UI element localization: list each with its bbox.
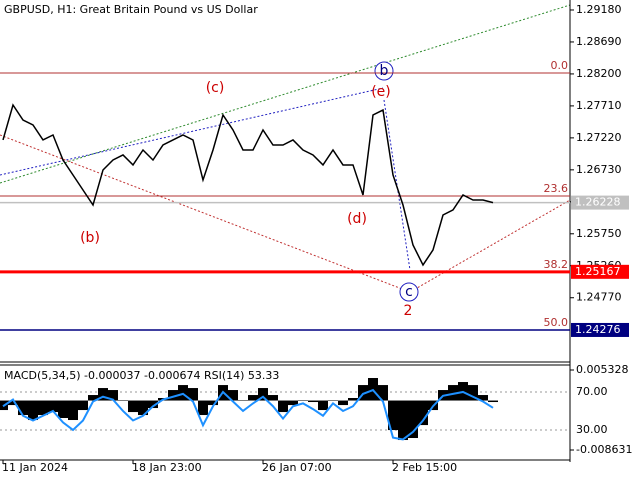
y-tick-label: 1.25750 [576, 227, 622, 240]
histogram-bar [388, 400, 398, 431]
chart-title: GBPUSD, H1: Great Britain Pound vs US Do… [4, 3, 258, 16]
wave-label: b [380, 63, 389, 79]
y-tick-label: 1.27220 [576, 131, 622, 144]
wave-label: (c) [206, 80, 225, 96]
y2-tick-label: 30.00 [576, 423, 608, 436]
price-label-box [571, 264, 629, 279]
histogram-bar [198, 400, 208, 416]
histogram-bar [328, 400, 338, 401]
price-label-box [571, 322, 629, 337]
wave-label: (b) [80, 230, 100, 246]
histogram-bar [378, 385, 388, 401]
histogram-bar [8, 400, 18, 406]
wave-circle [374, 61, 394, 81]
y-tick-label: 1.24770 [576, 291, 622, 304]
histogram-bar [208, 400, 218, 406]
y-tick-label: 1.28690 [576, 35, 622, 48]
histogram-bar [238, 400, 248, 401]
x-tick-label: 11 Jan 2024 [2, 461, 68, 474]
histogram-bar [248, 395, 258, 401]
price-line [2, 103, 494, 267]
y-tick-label: 1.27710 [576, 99, 622, 112]
histogram-bar [178, 385, 188, 401]
histogram-bar [338, 400, 348, 406]
histogram-bar [488, 400, 498, 403]
wave-label: c [405, 284, 413, 300]
fib-label: 38.2 [544, 258, 569, 271]
histogram-bar [68, 400, 78, 421]
y-tick-label: -0.008631 [576, 443, 632, 456]
y2-tick-label: 70.00 [576, 385, 608, 398]
wave-label: 2 [404, 303, 413, 319]
histogram-bar [398, 400, 408, 441]
histogram-bar [258, 388, 268, 401]
fib-label: 23.6 [544, 182, 569, 195]
histogram-bar [468, 385, 478, 401]
y-tick-label: 1.29180 [576, 3, 622, 16]
indicator-title: MACD(5,34,5) -0.000037 -0.000674 RSI(14)… [4, 369, 279, 382]
wave-label: (d) [347, 211, 367, 227]
histogram-bar [408, 400, 418, 439]
histogram-bar [358, 385, 368, 401]
x-tick-label: 26 Jan 07:00 [262, 461, 332, 474]
histogram-bar [308, 400, 318, 403]
histogram-bar [298, 400, 308, 401]
histogram-bar [108, 390, 118, 401]
histogram-bar [98, 388, 108, 401]
y-tick-label: 0.005328 [576, 363, 629, 376]
histogram-bar [38, 400, 48, 416]
histogram-bar [88, 395, 98, 401]
histogram-bar [48, 400, 58, 413]
price-label: 1.25167 [575, 265, 621, 278]
histogram-bar [268, 395, 278, 401]
histogram-bar [78, 400, 88, 411]
histogram-bar [288, 400, 298, 406]
rsi-line [2, 388, 494, 441]
histogram-bar [118, 400, 128, 401]
histogram-bar [188, 388, 198, 401]
histogram-bar [168, 390, 178, 401]
price-label: 1.26228 [575, 196, 621, 209]
histogram-bar [58, 400, 68, 419]
histogram-bar [418, 400, 428, 426]
y-tick-label: 1.28200 [576, 67, 622, 80]
histogram-bar [318, 400, 328, 411]
histogram-bar [138, 400, 148, 416]
x-tick-label: 2 Feb 15:00 [392, 461, 457, 474]
histogram-bar [28, 400, 38, 421]
y-tick-label: 1.26730 [576, 163, 622, 176]
histogram-bar [478, 395, 488, 401]
histogram-bar [448, 385, 458, 401]
wave-label: (e) [371, 84, 391, 100]
fib-label: 0.0 [551, 59, 569, 72]
histogram-bar [348, 398, 358, 401]
histogram-bar [18, 400, 28, 416]
histogram-bar [128, 400, 138, 413]
price-label-box [571, 195, 629, 210]
x-tick-label: 18 Jan 23:00 [132, 461, 202, 474]
fib-label: 50.0 [544, 316, 569, 329]
histogram-bar [148, 400, 158, 409]
trend-line [0, 4, 571, 184]
wave-circle [399, 282, 419, 302]
histogram-bar [278, 400, 288, 413]
histogram-bar [228, 390, 238, 401]
price-label: 1.24276 [575, 323, 621, 336]
